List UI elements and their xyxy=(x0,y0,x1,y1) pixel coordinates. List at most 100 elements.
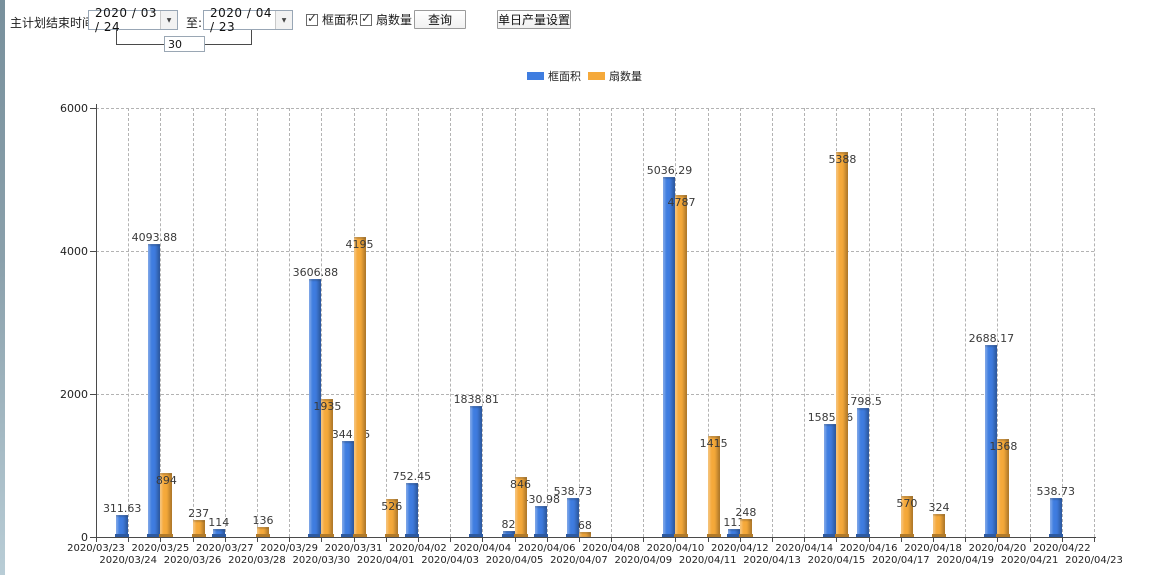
x-axis-tick xyxy=(739,538,741,542)
date-link-connector-right xyxy=(205,30,252,45)
bar-sash-count xyxy=(675,194,688,537)
x-axis-label: 2020/04/20 xyxy=(968,543,1027,554)
gridline-vertical xyxy=(160,108,162,537)
gridline-vertical xyxy=(546,108,548,537)
x-axis-tick xyxy=(514,538,516,542)
bar-base xyxy=(159,534,174,537)
x-axis-label: 2020/03/26 xyxy=(163,555,222,566)
bar-value-label: 324 xyxy=(928,500,950,514)
bar-value-label: 538.73 xyxy=(553,485,593,499)
checkbox-frame-area[interactable]: ✓ 框面积 xyxy=(306,11,358,28)
bar-base xyxy=(320,534,335,537)
bar-frame-area xyxy=(663,176,676,537)
check-icon: ✓ xyxy=(307,10,318,25)
query-button[interactable]: 查询 xyxy=(414,10,466,29)
date-to-combo[interactable]: 2020 / 04 / 23 ▼ xyxy=(203,6,293,34)
gridline-vertical xyxy=(450,108,452,537)
x-axis-label: 2020/04/23 xyxy=(1065,555,1123,566)
legend-label-sash-count: 扇数量 xyxy=(609,70,642,83)
y-axis-label: 0 xyxy=(81,531,88,544)
x-axis-tick xyxy=(772,538,774,542)
bar-value-label: 114 xyxy=(208,515,230,529)
bar-base xyxy=(533,534,548,537)
date-from-dropdown-icon[interactable]: ▼ xyxy=(160,11,177,29)
gridline-vertical xyxy=(128,108,130,537)
x-axis-label: 2020/03/27 xyxy=(195,543,254,554)
bar-base xyxy=(823,534,838,537)
legend-label-frame-area: 框面积 xyxy=(548,70,581,83)
bar-sash-count xyxy=(739,519,752,537)
bar-sash-count xyxy=(385,499,398,537)
bar-sash-count xyxy=(707,435,720,537)
bar-base xyxy=(996,534,1011,537)
x-axis-tick xyxy=(353,538,355,542)
bar-base xyxy=(674,534,689,537)
gridline-vertical xyxy=(739,108,741,537)
x-axis-tick xyxy=(965,538,967,542)
gridline-vertical xyxy=(385,108,387,537)
x-axis-label: 2020/04/16 xyxy=(839,543,898,554)
x-axis-label: 2020/03/28 xyxy=(228,555,286,566)
date-from-combo[interactable]: 2020 / 03 / 24 ▼ xyxy=(88,6,178,34)
legend-swatch-frame-area xyxy=(527,72,544,80)
days-input[interactable] xyxy=(164,36,205,52)
x-axis-label: 2020/03/30 xyxy=(292,555,351,566)
bar-frame-area xyxy=(309,279,322,537)
x-axis-label: 2020/04/14 xyxy=(775,543,834,554)
gridline-vertical xyxy=(482,108,484,537)
bar-frame-area xyxy=(566,498,579,537)
x-axis-tick xyxy=(321,538,323,542)
check-icon: ✓ xyxy=(361,10,372,25)
x-axis-label: 2020/04/05 xyxy=(485,555,544,566)
bar-sash-count xyxy=(353,237,366,537)
date-to-dropdown-icon[interactable]: ▼ xyxy=(275,11,292,29)
checkbox-sash-count[interactable]: ✓ 扇数量 xyxy=(360,11,412,28)
bar-sash-count xyxy=(578,532,591,537)
x-axis-label: 2020/04/06 xyxy=(517,543,576,554)
x-axis-tick xyxy=(900,538,902,542)
bar-value-label: 136 xyxy=(252,514,274,528)
daily-output-settings-button[interactable]: 单日产量设置 xyxy=(497,10,571,29)
to-label: 至: xyxy=(186,16,203,30)
gridline-vertical xyxy=(965,108,967,537)
x-axis-tick xyxy=(289,538,291,542)
x-axis-label: 2020/04/15 xyxy=(807,555,866,566)
bar-frame-area xyxy=(534,506,547,537)
bar-sash-count xyxy=(256,527,269,537)
bar-value-label: 1838.81 xyxy=(453,392,500,406)
bar-value-label: 752.45 xyxy=(392,470,432,484)
bar-value-label: 1415 xyxy=(699,436,728,450)
date-to-value: 2020 / 04 / 23 xyxy=(210,6,272,34)
bar-sash-count xyxy=(933,513,946,537)
x-axis-label: 2020/04/07 xyxy=(550,555,608,566)
checkbox-frame-area-box[interactable]: ✓ xyxy=(306,10,318,26)
bar-sash-count xyxy=(321,398,334,537)
checkbox-sash-count-label: 扇数量 xyxy=(376,13,413,27)
x-axis-label: 2020/04/19 xyxy=(936,555,995,566)
bar-value-label: 1585.96 xyxy=(807,410,854,424)
x-axis-tick xyxy=(1029,538,1031,542)
bar-frame-area xyxy=(856,408,869,537)
gridline-vertical xyxy=(224,108,226,537)
x-axis-tick xyxy=(256,538,258,542)
bar-value-label: 526 xyxy=(381,500,403,514)
gridline-vertical xyxy=(707,108,709,537)
gridline-vertical xyxy=(321,108,323,537)
x-axis-label: 2020/04/01 xyxy=(356,555,415,566)
bar-value-label: 1935 xyxy=(313,399,342,413)
bar-value-label: 894 xyxy=(155,474,177,488)
bar-base xyxy=(662,534,677,537)
bar-value-label: 311.63 xyxy=(102,501,142,515)
x-axis-label: 2020/04/09 xyxy=(614,555,673,566)
bar-base xyxy=(211,534,226,537)
x-axis-label: 2020/04/04 xyxy=(453,543,512,554)
bar-sash-count xyxy=(836,151,849,537)
bar-base xyxy=(726,534,741,537)
x-axis-tick xyxy=(546,538,548,542)
checkbox-sash-count-box[interactable]: ✓ xyxy=(360,10,372,26)
bar-frame-area xyxy=(116,514,129,537)
y-axis-line xyxy=(96,104,97,538)
gridline-vertical xyxy=(256,108,258,537)
x-axis-tick xyxy=(160,538,162,542)
x-axis-tick xyxy=(804,538,806,542)
